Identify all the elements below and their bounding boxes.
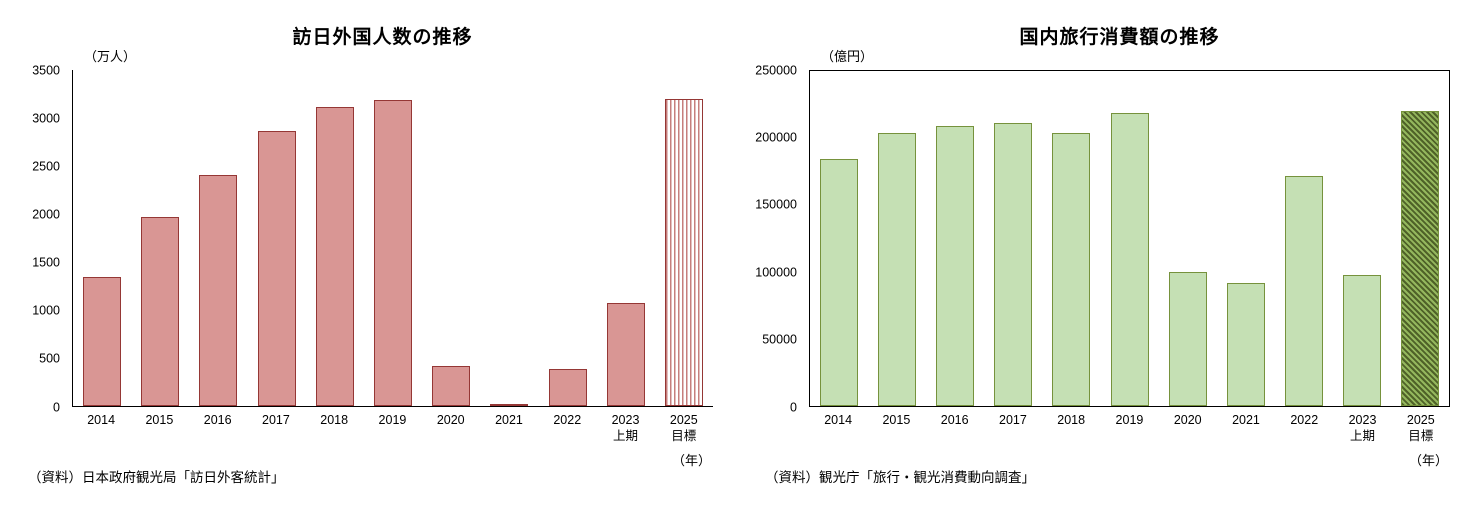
x-tick-label: 2025 目標: [669, 413, 698, 444]
y-unit-label: （億円）: [821, 49, 874, 64]
x-tick-label: 2014: [87, 413, 116, 427]
source-note: （資料）日本政府観光局「訪日外客統計」: [28, 470, 285, 485]
x-unit-label: （年）: [1408, 453, 1448, 468]
x-tick-label: 2020: [436, 413, 465, 427]
x-axis: 2014 2015 2016 2017 2018 2019 2020 2021 2022 2023…: [809, 412, 1450, 445]
x-tick-label: 2018: [320, 413, 349, 427]
bar-slot: [1100, 71, 1158, 406]
bar-2021: [490, 403, 529, 406]
x-tick-label: 2020: [1173, 413, 1202, 427]
bar-slot: [926, 71, 984, 406]
y-tick-label: 1500: [32, 255, 60, 270]
y-tick-label: 2500: [32, 159, 60, 174]
bar-2023-上期: [1342, 274, 1381, 406]
x-tick-label: 2019: [1115, 413, 1144, 427]
bar-slot: [480, 70, 538, 406]
bar-slot: [1275, 71, 1333, 406]
bar-2020: [432, 366, 471, 406]
bar-2021: [1226, 282, 1265, 406]
bar-2016: [936, 125, 975, 406]
x-tick-label: 2023 上期: [611, 413, 640, 444]
chart-title: 訪日外国人数の推移: [292, 27, 473, 48]
chart-panel-inbound-visitors: 訪日外国人数の推移 （万人） 0 500 1000 1500 2000 2500 3000 3…: [0, 27, 713, 485]
y-unit-label: （万人）: [84, 49, 137, 64]
bar-slot: [1042, 71, 1100, 406]
bar-2015: [878, 132, 917, 406]
bar-2019: [1110, 112, 1149, 406]
y-tick-label: 3500: [32, 62, 60, 77]
bar-2016: [199, 175, 238, 406]
x-tick-label: 2015: [882, 413, 911, 427]
bar-slot: [1159, 71, 1217, 406]
chart-title: 国内旅行消費額の推移: [1019, 27, 1220, 48]
y-tick-label: 1000: [32, 303, 60, 318]
x-tick-label: 2023 上期: [1348, 413, 1377, 444]
bar-2014: [820, 159, 859, 406]
x-tick-label: 2016: [940, 413, 969, 427]
y-tick-label: 250000: [755, 62, 797, 77]
bar-slot: [1333, 71, 1391, 406]
bar-2019: [374, 99, 413, 406]
bar-slot: [597, 70, 655, 406]
bar-slot: [131, 70, 189, 406]
source-note: （資料）観光庁「旅行・観光消費動向調査」: [765, 470, 1035, 485]
x-tick-label: 2017: [262, 413, 290, 427]
bar-2022: [1284, 175, 1323, 406]
y-tick-label: 500: [39, 351, 60, 366]
bar-2022: [548, 369, 587, 406]
x-tick-label: 2015: [145, 413, 174, 427]
y-tick-label: 50000: [762, 332, 797, 347]
x-tick-label: 2019: [378, 413, 407, 427]
bar-slot: [306, 70, 364, 406]
bar-slot: [189, 70, 247, 406]
x-unit-label: （年）: [671, 453, 711, 468]
bar-2018: [1052, 132, 1091, 406]
bar-slot: [984, 71, 1042, 406]
bar-slot: [1217, 71, 1275, 406]
bar-slot: [539, 70, 597, 406]
bar-2018: [315, 106, 354, 406]
y-tick-label: 3000: [32, 110, 60, 125]
bar-2017: [257, 130, 296, 406]
plot-area: [809, 70, 1450, 407]
x-tick-label: 2022: [553, 413, 582, 427]
bar-2025-目標: [664, 98, 703, 406]
bar-2025-目標: [1400, 111, 1439, 406]
x-tick-label: 2021: [495, 413, 523, 427]
x-axis: 2014 2015 2016 2017 2018 2019 2020 2021 2022 2023…: [72, 412, 713, 445]
y-tick-label: 0: [53, 399, 60, 414]
y-tick-label: 150000: [755, 197, 797, 212]
x-tick-label: 2021: [1232, 413, 1260, 427]
plot-area: [72, 70, 713, 407]
chart-panel-domestic-travel-spending: 国内旅行消費額の推移 （億円） 0 50000 100000 150000 200000…: [737, 0, 1474, 517]
bar-slot: [1391, 71, 1449, 406]
y-tick-label: 200000: [755, 130, 797, 145]
bar-2017: [994, 123, 1033, 406]
bar-slot: [810, 71, 868, 406]
x-tick-label: 2025 目標: [1406, 413, 1435, 444]
y-tick-label: 2000: [32, 207, 60, 222]
x-tick-label: 2014: [824, 413, 853, 427]
x-tick-label: 2018: [1057, 413, 1086, 427]
y-tick-label: 0: [790, 399, 797, 414]
bar-slot: [422, 70, 480, 406]
x-tick-label: 2016: [203, 413, 232, 427]
bar-2023-上期: [606, 303, 645, 406]
bar-2020: [1168, 272, 1207, 406]
x-tick-label: 2022: [1290, 413, 1319, 427]
y-axis: 0 50000 100000 150000 200000 250000: [737, 64, 803, 413]
bar-slot: [655, 70, 713, 406]
bar-slot: [248, 70, 306, 406]
bar-2014: [83, 277, 122, 406]
x-tick-label: 2017: [999, 413, 1027, 427]
bar-2015: [141, 216, 180, 406]
bar-slot: [868, 71, 926, 406]
bar-slot: [73, 70, 131, 406]
y-axis: 0 500 1000 1500 2000 2500 3000 3500: [0, 64, 66, 413]
y-tick-label: 100000: [755, 264, 797, 279]
bar-slot: [364, 70, 422, 406]
